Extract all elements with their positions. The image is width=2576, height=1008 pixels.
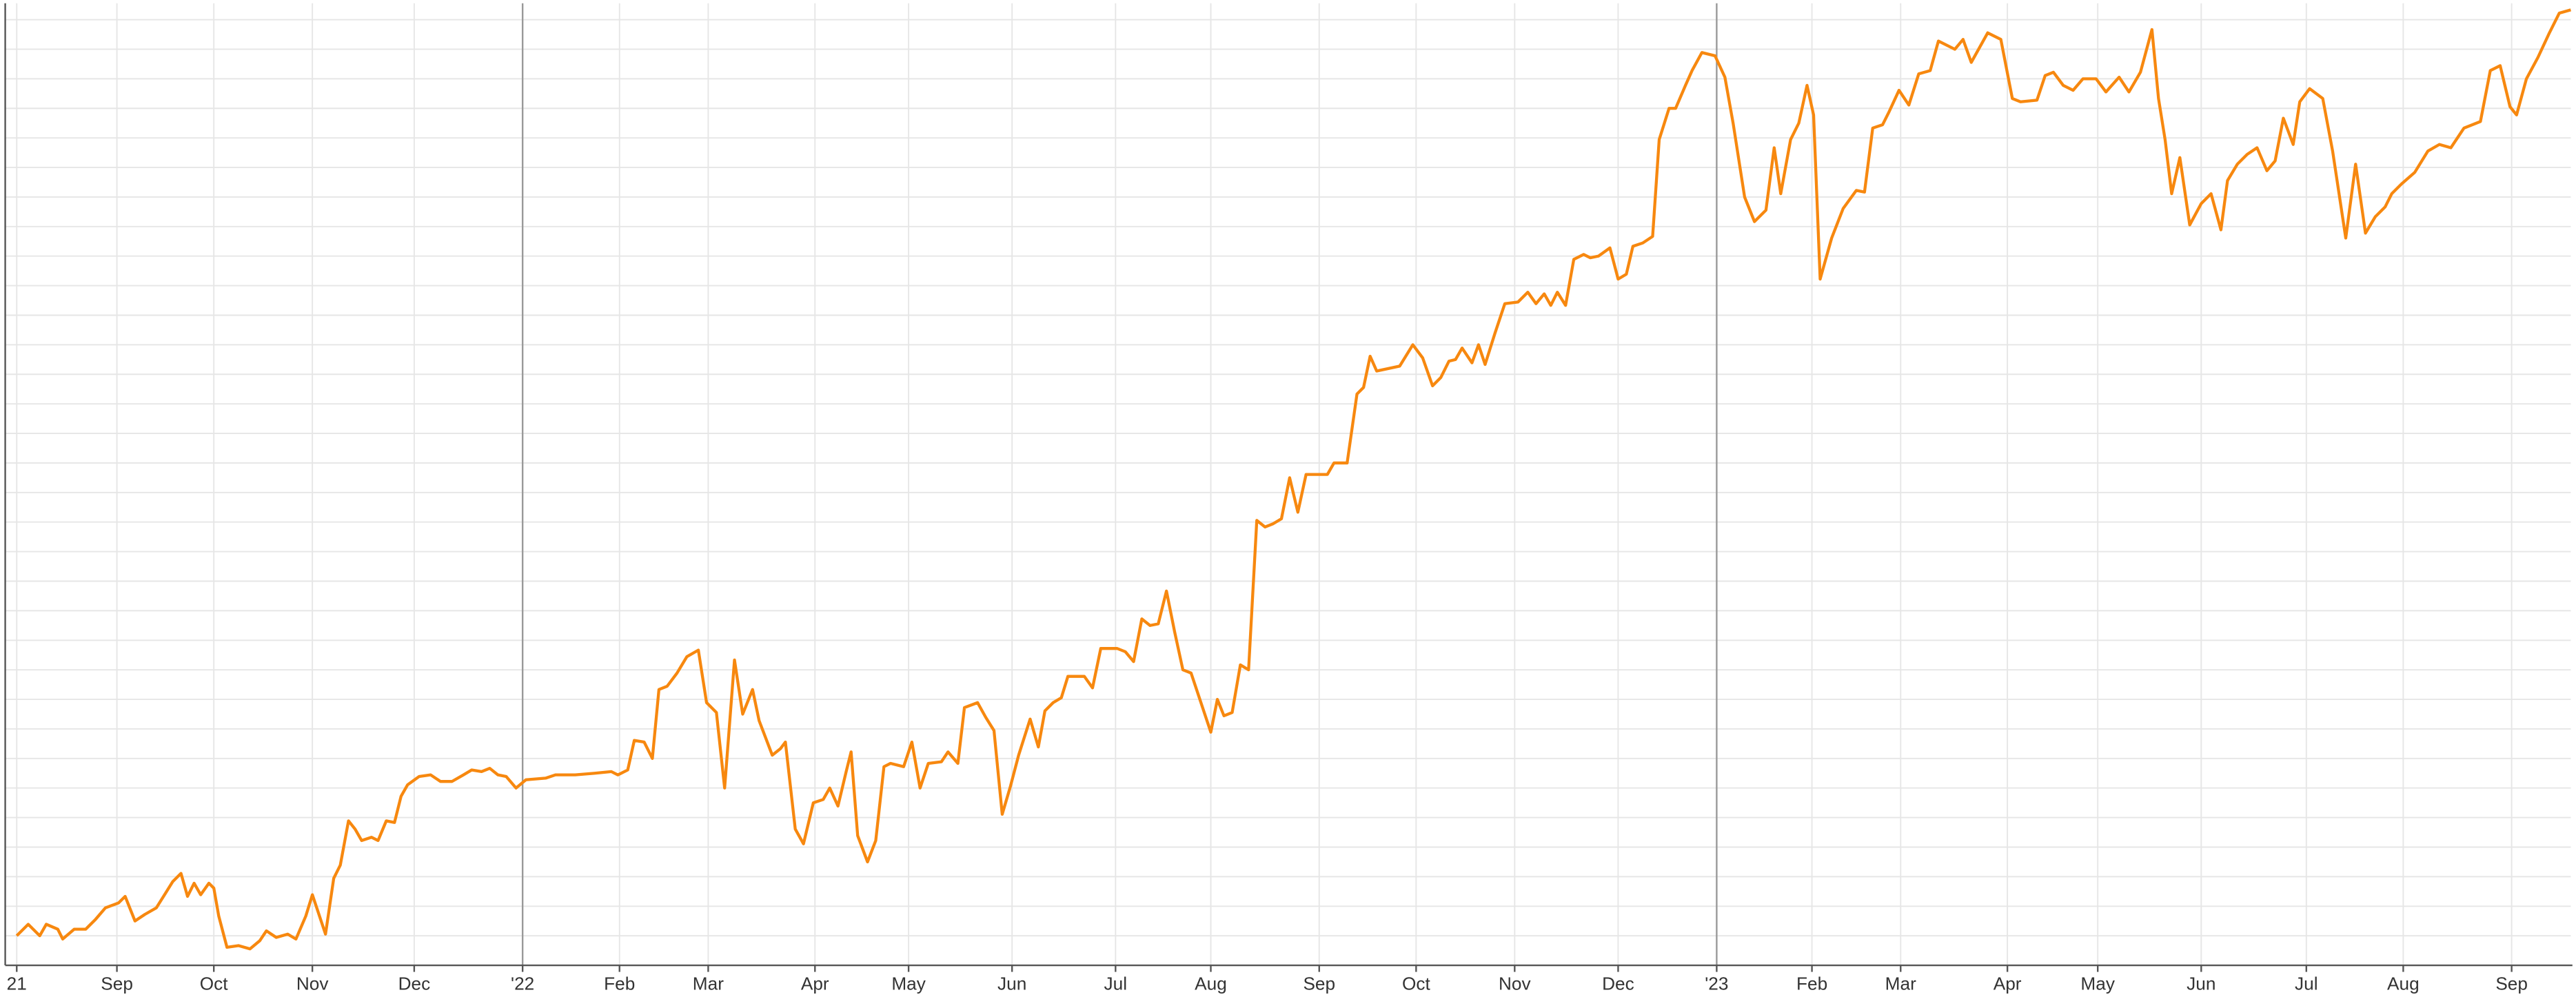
x-tick-label: Oct: [200, 974, 228, 994]
x-tick-labels: 21 Sep Oct Nov Dec '22 Feb Mar Apr May Jun Jul Aug Se…: [7, 974, 2528, 994]
x-tick-label: Jul: [1104, 974, 1127, 994]
x-tick-label: 21: [7, 974, 27, 994]
x-tick-label: Jun: [997, 974, 1026, 994]
x-tick-label: Apr: [1994, 974, 2022, 994]
x-tick-label: Oct: [1402, 974, 1430, 994]
x-tick-label: Aug: [2387, 974, 2420, 994]
x-tick-label: Nov: [1499, 974, 1531, 994]
grid: [5, 3, 2571, 972]
line: [15, 8, 2572, 951]
x-tick-label: Feb: [604, 974, 635, 994]
x-tick-label: Apr: [801, 974, 829, 994]
x-tick-label: Aug: [1195, 974, 1227, 994]
x-tick-label: Mar: [1885, 974, 1916, 994]
x-tick-label: Mar: [693, 974, 724, 994]
x-tick-label: Feb: [1796, 974, 1827, 994]
x-tick-label: Jun: [2187, 974, 2215, 994]
x-tick-label: May: [2080, 974, 2115, 994]
x-tick-label: Dec: [398, 974, 431, 994]
x-tick-label: Sep: [101, 974, 133, 994]
x-tick-label: May: [891, 974, 926, 994]
x-tick-label: '23: [1705, 974, 1728, 994]
x-tick-label: '22: [511, 974, 534, 994]
x-tick-label: Jul: [2295, 974, 2318, 994]
x-tick-label: Nov: [296, 974, 329, 994]
x-tick-label: Sep: [1303, 974, 1335, 994]
x-tick-label: Dec: [1602, 974, 1634, 994]
plot: [15, 8, 2572, 951]
x-tick-label: Sep: [2495, 974, 2528, 994]
